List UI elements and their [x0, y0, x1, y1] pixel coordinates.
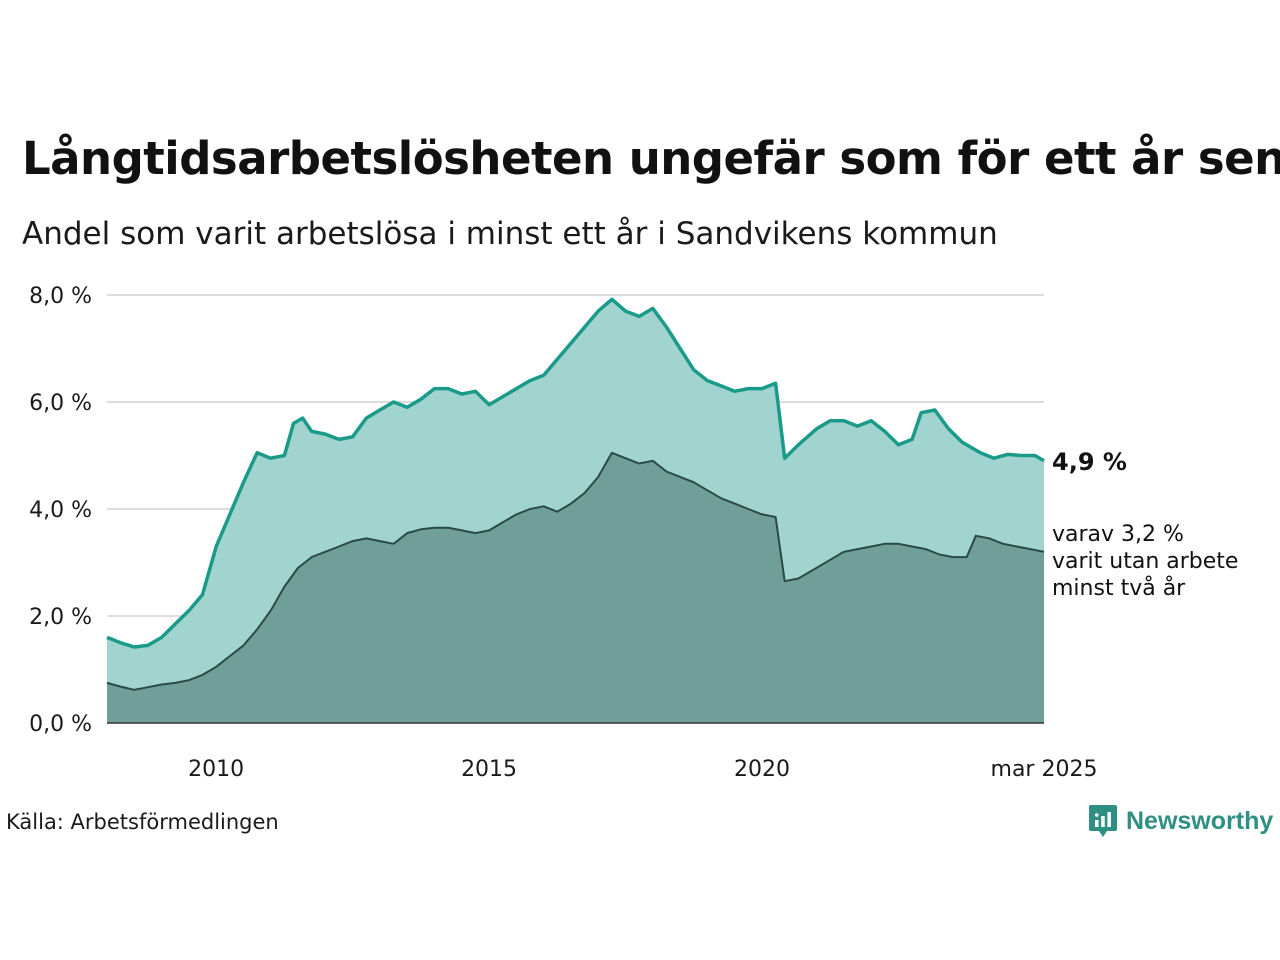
series-2-end-label-line: varav 3,2 %: [1052, 522, 1184, 547]
series-1-end-label: 4,9 %: [1052, 448, 1127, 476]
series-line-1: [106, 297, 1045, 649]
brand-name: Newsworthy: [1126, 806, 1274, 835]
x-tick-label: 2015: [461, 757, 517, 782]
source-note: Källa: Arbetsförmedlingen: [6, 810, 279, 834]
x-axis: 2010 2015 2020 mar 2025: [188, 757, 1097, 782]
series-2-end-label-line: minst två år: [1052, 575, 1186, 601]
newsworthy-logo-icon: [1089, 805, 1117, 837]
y-tick-label: 2,0 %: [29, 605, 92, 630]
y-tick-label: 4,0 %: [29, 498, 92, 523]
y-tick-label: 6,0 %: [29, 391, 92, 416]
y-tick-label: 0,0 %: [29, 712, 92, 737]
y-axis: 0,0 % 2,0 % 4,0 % 6,0 % 8,0 %: [29, 284, 92, 737]
plot-area: [106, 297, 1045, 724]
x-tick-label: 2010: [188, 757, 244, 782]
x-tick-label: mar 2025: [991, 757, 1098, 782]
x-tick-label: 2020: [734, 757, 790, 782]
series-area-2: [107, 452, 1044, 723]
chart-subtitle: Andel som varit arbetslösa i minst ett å…: [22, 216, 998, 252]
y-tick-label: 8,0 %: [29, 284, 92, 309]
series-line-2: [106, 451, 1045, 691]
series-2-end-label-line: varit utan arbete: [1052, 549, 1238, 574]
brand-logo: Newsworthy: [1088, 803, 1273, 839]
chart-title: Långtidsarbetslösheten ungefär som för e…: [22, 132, 1280, 185]
